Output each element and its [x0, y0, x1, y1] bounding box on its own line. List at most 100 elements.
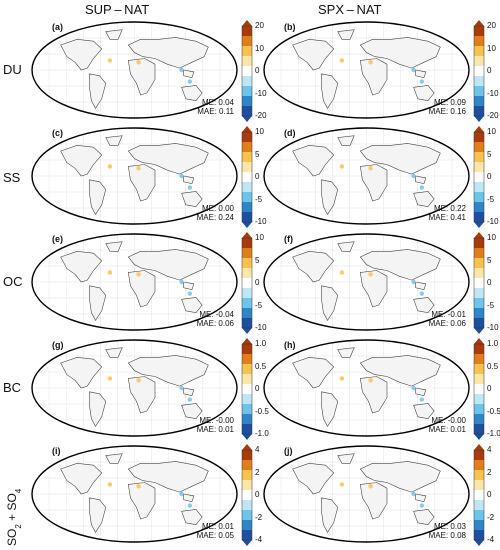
- panel-stats: ME: -0.00 MAE: 0.01: [402, 416, 466, 434]
- colorbar-tick-label: 20: [255, 21, 264, 30]
- colorbar-segment: [242, 354, 252, 365]
- anomaly-blob: [179, 491, 184, 497]
- globe-border: [263, 339, 470, 437]
- colorbar-segment: [242, 248, 252, 259]
- colorbar-tick-label: -0.5: [487, 406, 500, 416]
- row5-label-sub1: 2: [14, 524, 23, 529]
- colorbar-tick-label: -20: [487, 111, 499, 120]
- colorbar-tick-label: 10: [487, 233, 496, 242]
- anomaly-blob: [179, 385, 184, 391]
- colorbar-segment: [242, 56, 252, 67]
- colorbar-segment: [474, 480, 484, 491]
- colorbar-segment: [242, 308, 252, 319]
- continent-outline: [413, 191, 435, 208]
- mean-error-text: ME: 0.00: [201, 204, 234, 213]
- colorbar-frame: [241, 343, 253, 435]
- anomaly-blob: [179, 67, 184, 73]
- colorbar-segment: [474, 354, 484, 365]
- continent-outline: [359, 482, 388, 520]
- anomaly-blob: [339, 58, 345, 63]
- panel-letter: (h): [284, 340, 296, 350]
- continent-outline: [89, 391, 107, 427]
- mean-error-text: ME: -0.01: [431, 310, 466, 319]
- colorbar-segment: [474, 182, 484, 193]
- colorbar-frame: [241, 131, 253, 223]
- continent-outline: [413, 297, 435, 314]
- continent-outline: [183, 387, 195, 397]
- colorbar-segment: [242, 480, 252, 491]
- continent-outline: [181, 191, 203, 208]
- continent-outline: [359, 37, 441, 69]
- colorbar-segment: [242, 394, 252, 405]
- continent-outline: [89, 73, 107, 109]
- colorbar-segment: [474, 308, 484, 319]
- colorbar-segment: [242, 132, 252, 143]
- colorbar-frame: [473, 343, 485, 435]
- anomaly-blob: [339, 270, 345, 275]
- colorbar-segment: [474, 142, 484, 153]
- anomaly-blob: [187, 397, 193, 402]
- panel-letter: (b): [284, 22, 296, 32]
- anomaly-blob: [368, 484, 373, 489]
- map-panel-a: [31, 20, 253, 122]
- continent-outline: [292, 462, 335, 495]
- colorbar-tick-label: -4: [255, 535, 263, 544]
- continent-outline: [321, 497, 339, 533]
- continent-outline: [359, 143, 441, 175]
- mean-absolute-error-text: MAE: 0.24: [196, 213, 234, 222]
- colorbar-segment: [474, 414, 484, 425]
- colorbar-segment: [474, 86, 484, 97]
- colorbar-bottom-arrow: [474, 434, 484, 440]
- continent-outline: [60, 38, 103, 71]
- continent-outline: [127, 376, 156, 414]
- panel-letter: (c): [52, 128, 63, 138]
- panel-stats: ME: -0.01 MAE: 0.06: [402, 310, 466, 328]
- colorbar-segment: [242, 162, 252, 173]
- colorbar-tick-label: -2: [487, 512, 495, 522]
- colorbar-top-arrow: [474, 444, 484, 450]
- continent-outline: [415, 175, 427, 185]
- colorbar-segment: [474, 172, 484, 183]
- continent-outline: [127, 37, 209, 69]
- colorbar-bottom-arrow: [242, 222, 252, 228]
- colorbar-bottom-arrow: [474, 540, 484, 546]
- mean-absolute-error-text: MAE: 0.01: [428, 425, 466, 434]
- column-title-spx-nat: SPX – NAT: [318, 2, 382, 17]
- colorbar-tick-label: 10: [255, 43, 264, 53]
- colorbar-tick-label: 4: [255, 445, 260, 454]
- anomaly-blob: [107, 482, 113, 487]
- colorbar-segment: [242, 26, 252, 37]
- colorbar-tick-label: 2: [487, 467, 492, 477]
- continent-outline: [183, 69, 195, 79]
- anomaly-blob: [179, 173, 184, 179]
- mean-error-text: ME: 0.04: [201, 98, 234, 107]
- colorbar-tick-label: 0: [487, 278, 492, 287]
- continent-outline: [60, 356, 103, 389]
- continent-outline: [127, 461, 209, 493]
- anomaly-blob: [136, 272, 141, 277]
- colorbar-segment: [474, 212, 484, 223]
- globe-border: [263, 445, 470, 543]
- colorbar-tick-label: -10: [487, 217, 499, 226]
- colorbar-segment: [474, 106, 484, 117]
- anomaly-blob: [411, 385, 416, 391]
- anomaly-blob: [187, 185, 193, 190]
- continent-outline: [127, 164, 156, 202]
- colorbar-tick-label: -10: [255, 323, 267, 332]
- continent-outline: [105, 241, 123, 252]
- map-panel-b: [263, 20, 485, 122]
- colorbar-tick-label: 5: [255, 255, 260, 265]
- continent-outline: [181, 509, 203, 526]
- globe-border: [31, 21, 238, 119]
- continent-outline: [292, 250, 335, 283]
- mean-error-text: ME: -0.00: [199, 416, 234, 425]
- anomaly-blob: [419, 397, 425, 402]
- anomaly-blob: [136, 484, 141, 489]
- globe-border: [31, 445, 238, 543]
- continent-outline: [415, 387, 427, 397]
- mean-error-text: ME: 0.09: [433, 98, 466, 107]
- colorbar-segment: [242, 46, 252, 57]
- row-label-bc: BC: [3, 380, 22, 395]
- colorbar-segment: [474, 394, 484, 405]
- colorbar-segment: [474, 470, 484, 481]
